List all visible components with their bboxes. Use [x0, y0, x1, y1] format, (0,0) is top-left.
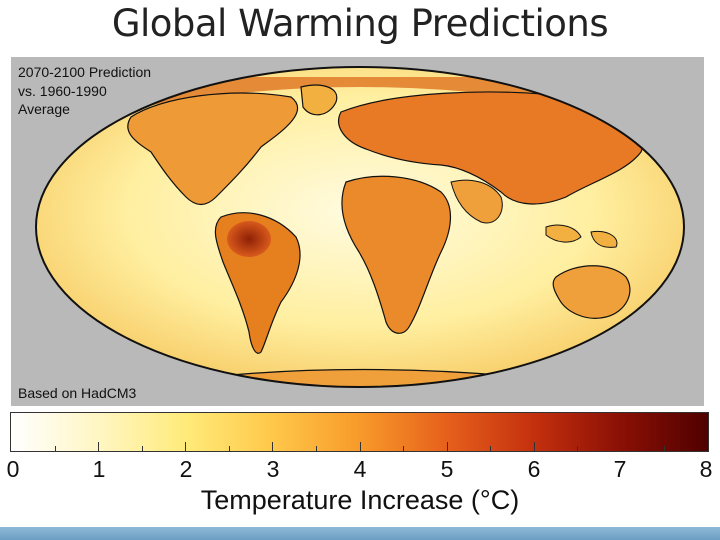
tick-label-6: 6: [527, 456, 541, 482]
scale-tick: [403, 446, 405, 451]
tick-label-3: 3: [266, 456, 280, 482]
eurasia-landmass: [338, 91, 644, 205]
tick-label-2: 2: [179, 456, 193, 482]
scale-tick: [272, 442, 274, 451]
scale-tick: [98, 442, 100, 451]
warming-map-panel: 2070-2100 Prediction vs. 1960-1990 Avera…: [11, 57, 704, 406]
scale-tick: [664, 446, 666, 451]
scale-tick: [228, 446, 230, 451]
scale-tick: [141, 446, 143, 451]
south-asia-landmass: [450, 179, 503, 224]
scale-tick: [490, 446, 492, 451]
model-credit: Based on HadCM3: [18, 385, 137, 401]
tick-label-0: 0: [6, 456, 20, 482]
tick-label-4: 4: [353, 456, 367, 482]
tick-label-5: 5: [440, 456, 454, 482]
amazon-hotspot: [227, 221, 271, 257]
tick-label-8: 8: [699, 456, 713, 482]
scale-tick: [185, 442, 187, 451]
scale-tick: [315, 446, 317, 451]
north-america-landmass: [127, 92, 299, 206]
scale-tick: [620, 442, 622, 451]
footer-band: [0, 527, 720, 540]
slide-title: Global Warming Predictions: [111, 2, 609, 45]
tick-label-1: 1: [92, 456, 106, 482]
scale-tick: [577, 446, 579, 451]
greenland-landmass: [300, 84, 338, 116]
scale-tick: [446, 442, 448, 451]
map-caption: 2070-2100 Prediction vs. 1960-1990 Avera…: [18, 64, 152, 117]
southeast-asia-islands: [545, 224, 618, 248]
scale-tick: [533, 442, 535, 451]
tick-label-7: 7: [613, 456, 627, 482]
color-scale-bar: [10, 412, 709, 452]
scale-tick: [54, 446, 56, 451]
australia-landmass: [552, 265, 631, 319]
africa-landmass: [341, 175, 452, 334]
arctic-region: [51, 77, 671, 127]
warming-map: [35, 66, 685, 388]
scale-title: Temperature Increase (°C): [200, 485, 520, 515]
scale-tick: [359, 442, 361, 451]
